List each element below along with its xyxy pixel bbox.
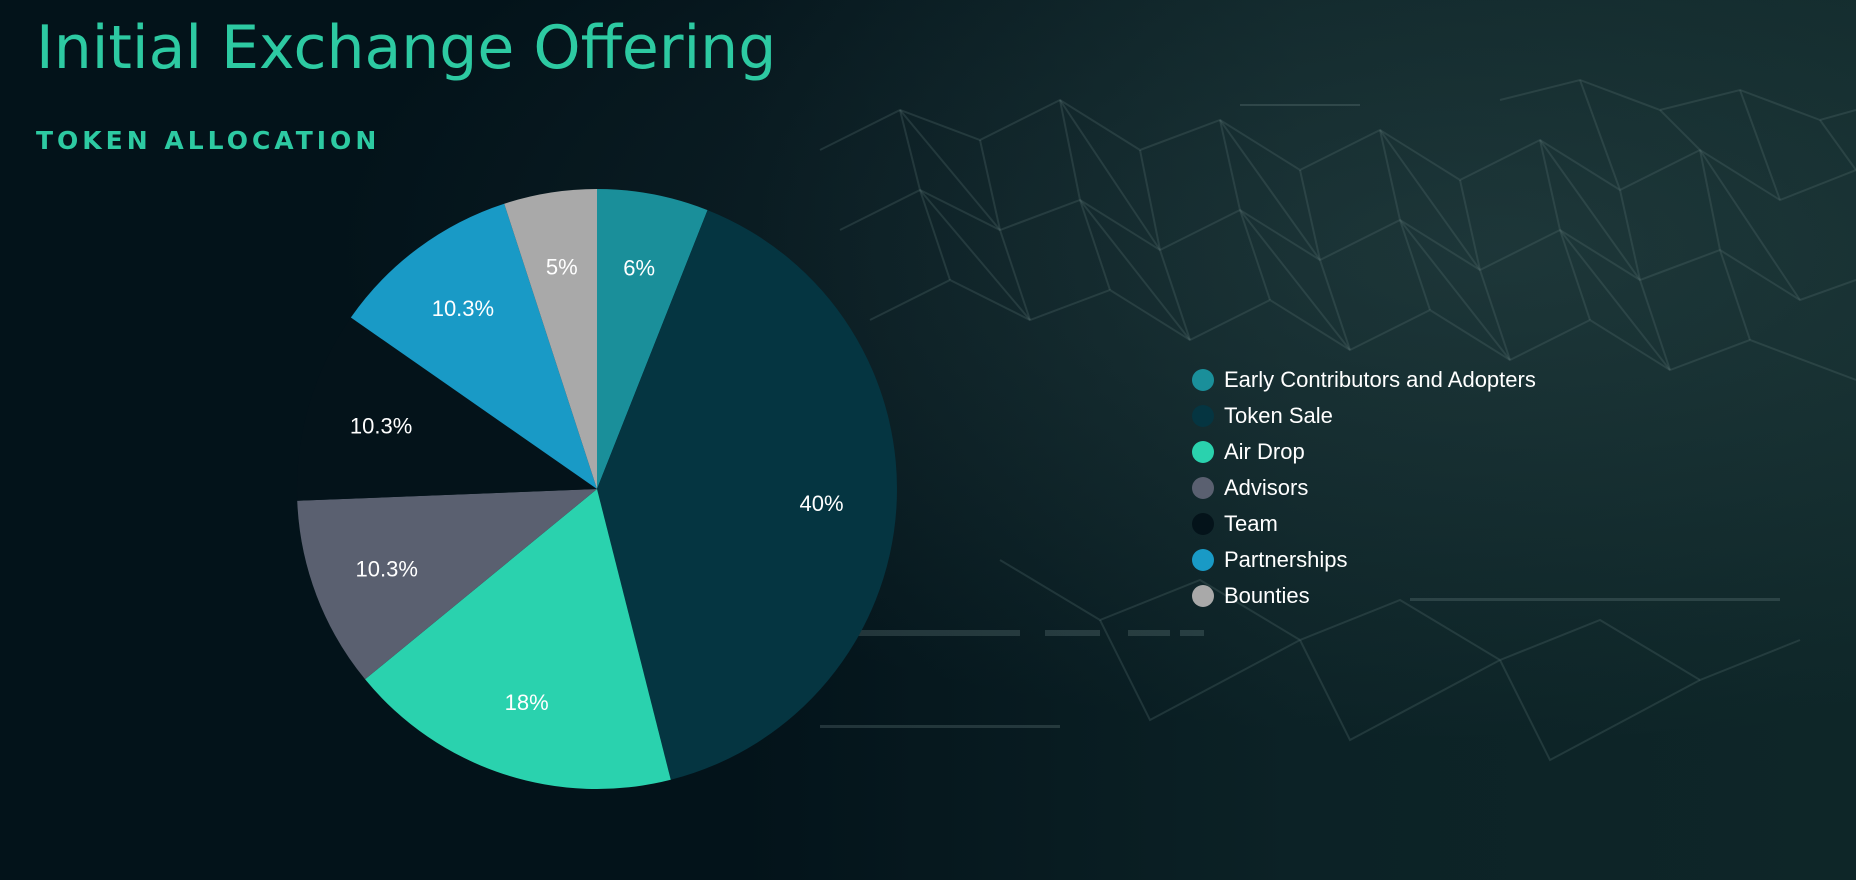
legend-item-advisors: Advisors [1192,470,1536,506]
pie-slice-early-contributors-and-adopters [597,189,708,489]
pie-slices [296,189,897,790]
slice-label-token-sale: 40% [799,491,843,516]
page-subtitle: TOKEN ALLOCATION [36,126,381,155]
legend-swatch [1192,369,1214,391]
legend-item-air-drop: Air Drop [1192,434,1536,470]
slice-label-early-contributors-and-adopters: 6% [623,256,655,281]
legend-swatch [1192,513,1214,535]
legend-label: Air Drop [1224,439,1305,464]
legend-label: Team [1224,511,1278,536]
pie-labels: 6% 40% 18% 10.3% 10.3% 10.3% 5% [350,254,844,715]
page-title: Initial Exchange Offering [36,13,777,83]
legend-item-early-contributors-and-adopters: Early Contributors and Adopters [1192,362,1536,398]
legend-item-token-sale: Token Sale [1192,398,1536,434]
legend-swatch [1192,405,1214,427]
slice-label-advisors: 10.3% [356,556,418,581]
legend-label: Early Contributors and Adopters [1224,367,1536,392]
legend-label: Partnerships [1224,547,1348,572]
legend-swatch [1192,549,1214,571]
legend-swatch [1192,585,1214,607]
legend-swatch [1192,441,1214,463]
pie-slice-team [296,317,597,501]
pie-slice-advisors [297,489,597,680]
chart-legend: Early Contributors and Adopters Token Sal… [1192,362,1536,614]
legend-item-partnerships: Partnerships [1192,542,1536,578]
pie-slice-bounties [504,189,597,489]
slice-label-air-drop: 18% [505,690,549,715]
pie-slice-air-drop [365,489,671,790]
pie-slice-token-sale [597,210,897,780]
legend-label: Advisors [1224,475,1309,500]
slice-label-team: 10.3% [350,413,412,438]
legend-item-bounties: Bounties [1192,578,1536,614]
legend-swatch [1192,477,1214,499]
pie-slice-partnerships [350,203,597,489]
slice-label-bounties: 5% [546,254,578,279]
legend-label: Token Sale [1224,403,1333,428]
legend-label: Bounties [1224,583,1310,608]
legend-item-team: Team [1192,506,1536,542]
slice-label-partnerships: 10.3% [432,296,494,321]
